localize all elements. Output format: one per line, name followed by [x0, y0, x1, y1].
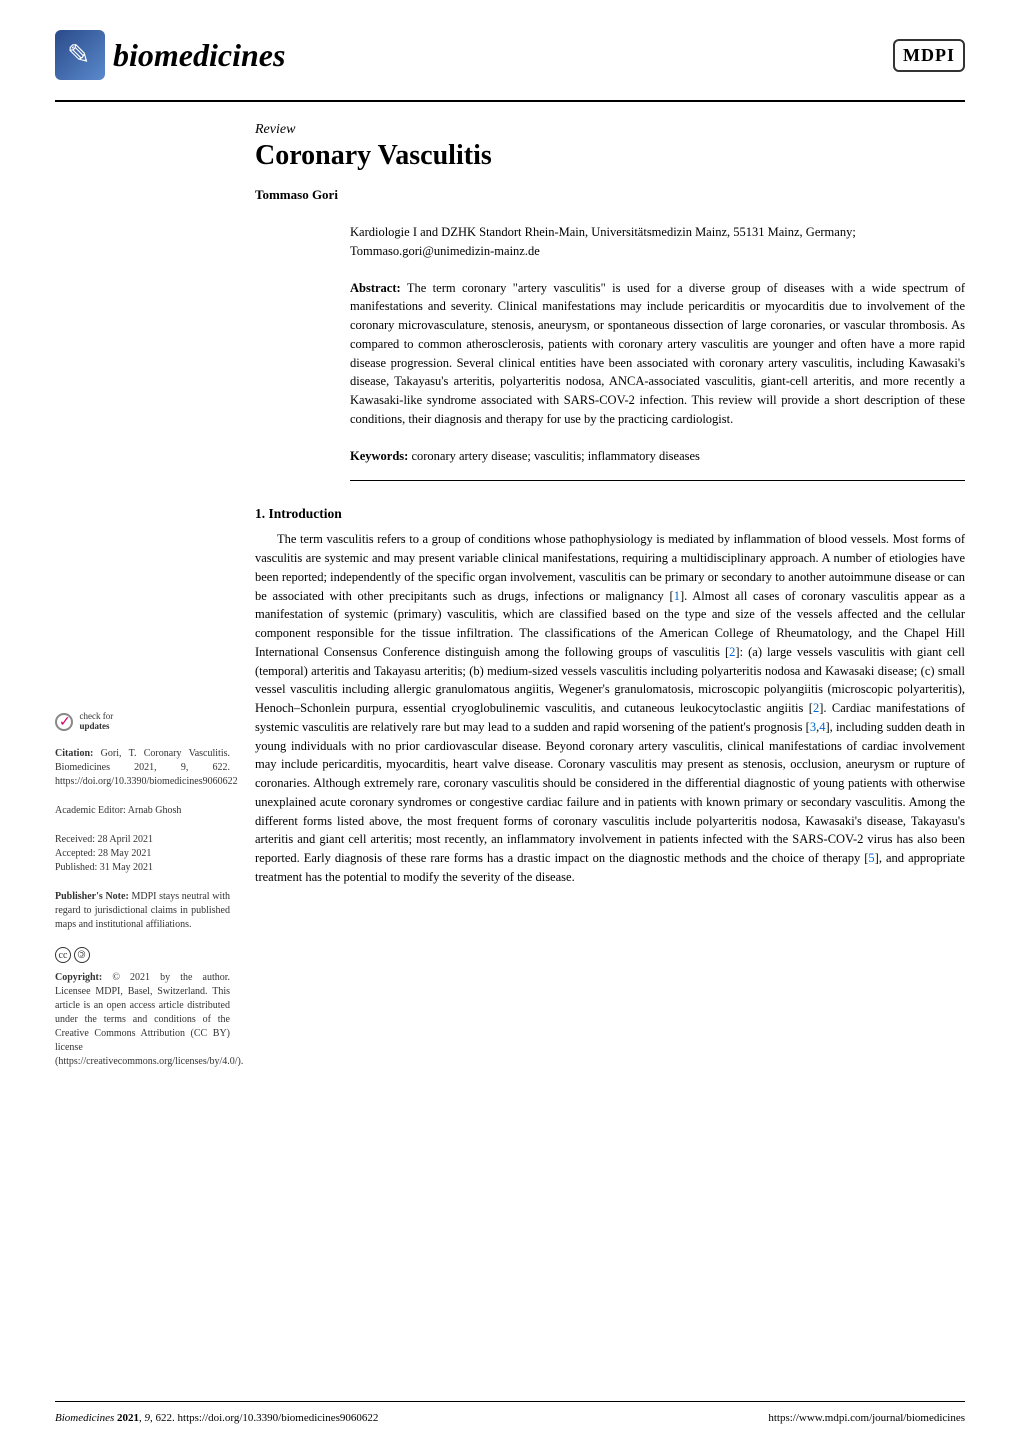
- check-updates-line2: updates: [80, 721, 110, 731]
- received-date: Received: 28 April 2021: [55, 833, 230, 847]
- check-updates-line1: check for: [80, 711, 114, 721]
- published-date: Published: 31 May 2021: [55, 861, 230, 875]
- sidebar: check for updates Citation: Gori, T. Cor…: [55, 122, 255, 1069]
- check-updates-badge[interactable]: check for updates: [55, 712, 230, 732]
- citation-block: Citation: Gori, T. Coronary Vasculitis. …: [55, 747, 230, 789]
- editor-label: Academic Editor:: [55, 805, 126, 816]
- footer-left: Biomedicines 2021, 9, 622. https://doi.o…: [55, 1412, 378, 1424]
- abstract-block: Abstract: The term coronary "artery vasc…: [350, 279, 965, 429]
- journal-logo: biomedicines: [55, 30, 285, 80]
- cc-license-icons: cc 🄯: [55, 947, 230, 963]
- journal-name: biomedicines: [113, 37, 285, 74]
- sidebar-spacer: [55, 122, 230, 712]
- accepted-date: Accepted: 28 May 2021: [55, 847, 230, 861]
- abstract-label: Abstract:: [350, 281, 401, 295]
- keywords-label: Keywords:: [350, 449, 408, 463]
- page-footer: Biomedicines 2021, 9, 622. https://doi.o…: [55, 1401, 965, 1424]
- keywords-text: coronary artery disease; vasculitis; inf…: [411, 449, 699, 463]
- copyright-label: Copyright:: [55, 972, 102, 983]
- body-paragraph: The term vasculitis refers to a group of…: [255, 530, 965, 886]
- citation-label: Citation:: [55, 748, 93, 759]
- copyright-block: Copyright: © 2021 by the author. License…: [55, 971, 230, 1069]
- footer-right[interactable]: https://www.mdpi.com/journal/biomedicine…: [768, 1412, 965, 1424]
- abstract-text: The term coronary "artery vasculitis" is…: [350, 281, 965, 426]
- article-type: Review: [255, 122, 965, 138]
- author-name: Tommaso Gori: [255, 187, 965, 203]
- editor-name: Arnab Ghosh: [128, 805, 182, 816]
- section-divider: [350, 480, 965, 481]
- dates-block: Received: 28 April 2021 Accepted: 28 May…: [55, 833, 230, 875]
- editor-block: Academic Editor: Arnab Ghosh: [55, 804, 230, 818]
- header-divider: [55, 100, 965, 102]
- check-updates-text: check for updates: [80, 712, 114, 732]
- by-icon: 🄯: [74, 947, 90, 963]
- copyright-text: © 2021 by the author. Licensee MDPI, Bas…: [55, 972, 243, 1067]
- main-column: Review Coronary Vasculitis Tommaso Gori …: [255, 122, 965, 1069]
- body-text-5: ], including sudden death in young indiv…: [255, 720, 965, 865]
- affiliation: Kardiologie I and DZHK Standort Rhein-Ma…: [350, 223, 965, 261]
- check-updates-icon: [55, 713, 73, 731]
- ref-link-3[interactable]: 3: [810, 720, 816, 734]
- cc-icon: cc: [55, 947, 71, 963]
- publisher-note-label: Publisher's Note:: [55, 891, 129, 902]
- keywords-block: Keywords: coronary artery disease; vascu…: [350, 447, 965, 466]
- content-wrapper: check for updates Citation: Gori, T. Cor…: [0, 122, 1020, 1069]
- journal-icon: [55, 30, 105, 80]
- article-title: Coronary Vasculitis: [255, 140, 965, 172]
- section-heading: 1. Introduction: [255, 506, 965, 522]
- publisher-logo: MDPI: [893, 39, 965, 72]
- publisher-note-block: Publisher's Note: MDPI stays neutral wit…: [55, 890, 230, 932]
- page-header: biomedicines MDPI: [0, 0, 1020, 95]
